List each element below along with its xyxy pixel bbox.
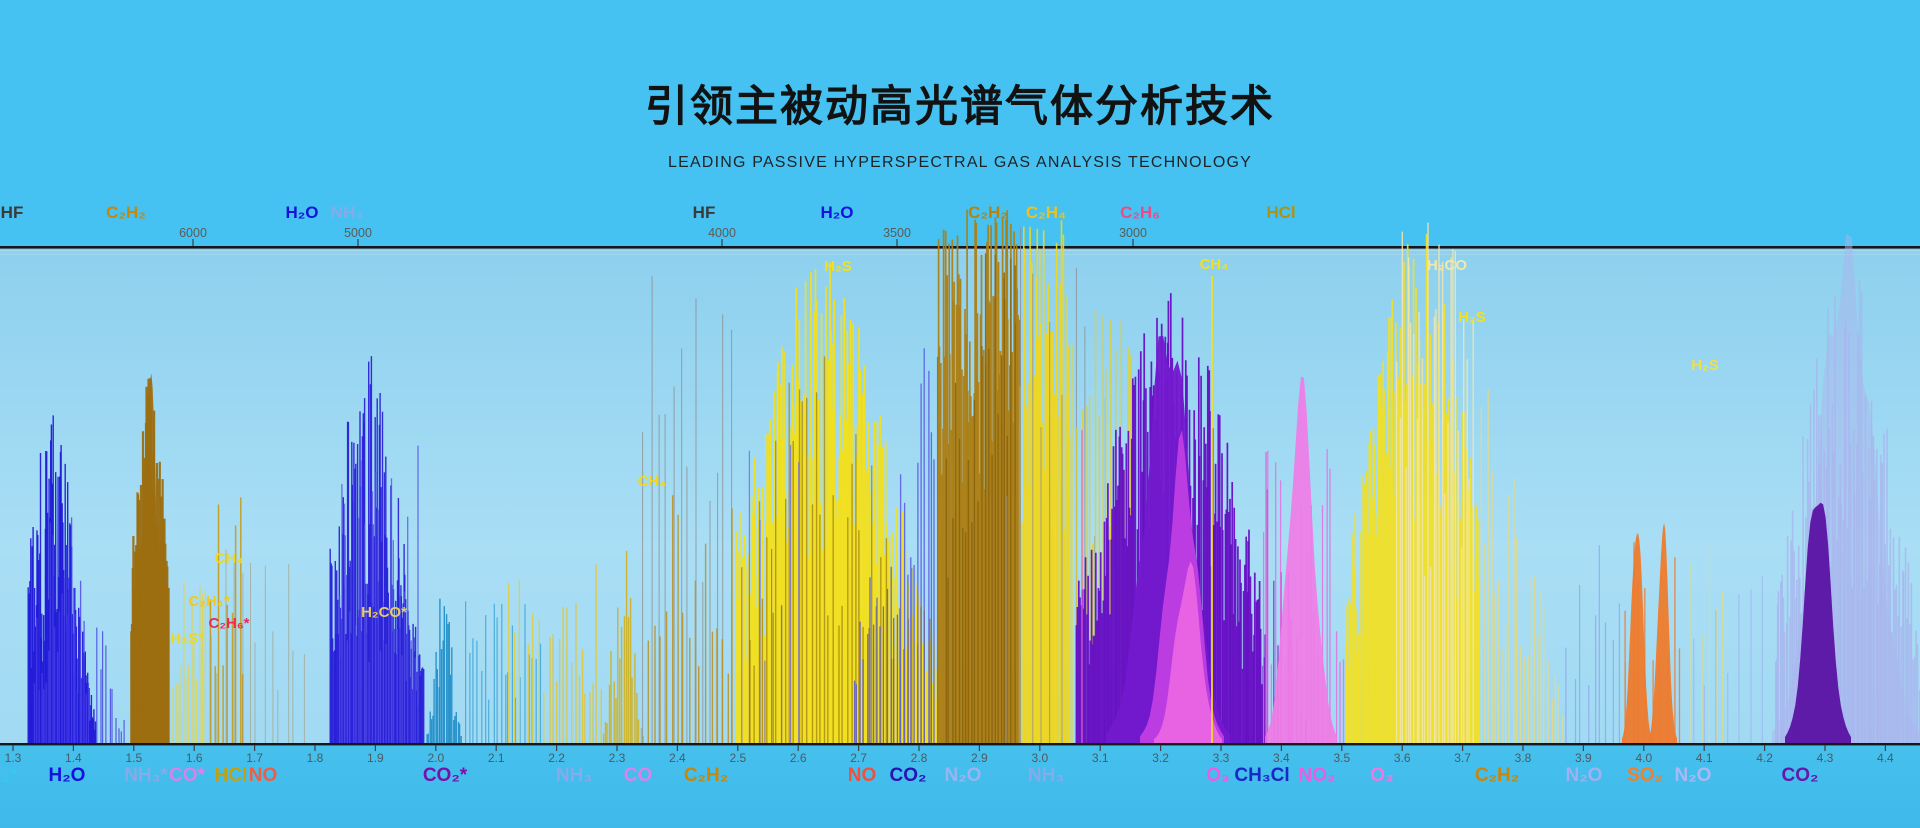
wavelength-tick-label: 2.5 xyxy=(729,751,747,765)
wavenumber-tick-label: 3000 xyxy=(1119,226,1147,240)
gas-label: SO₂ xyxy=(1627,765,1663,786)
gas-label: C₂H₂ xyxy=(1474,765,1520,786)
wavelength-tick-label: 1.3 xyxy=(4,751,22,765)
wavelength-tick-label: 2.9 xyxy=(971,751,988,765)
wavelength-tick-label: 2.4 xyxy=(669,751,686,765)
gas-label: C₂H₆ xyxy=(1120,203,1160,222)
gas-label: C₂H₆* xyxy=(208,615,250,632)
gas-label: N₂O xyxy=(1565,765,1603,786)
wavelength-tick-label: 2.7 xyxy=(850,751,867,765)
gas-label: HF xyxy=(0,203,24,222)
page-subtitle: LEADING PASSIVE HYPERSPECTRAL GAS ANALYS… xyxy=(667,154,1253,171)
gas-label: O₃ xyxy=(1206,765,1230,786)
gas-label: NO xyxy=(847,765,877,786)
header-band xyxy=(0,0,1920,248)
gas-label: HCl xyxy=(214,765,248,786)
gas-label: CH₄ xyxy=(637,473,667,490)
gas-label: C₂H₄ xyxy=(1025,203,1067,222)
gas-label: H₂CO* xyxy=(361,604,407,621)
gas-label: CO₂* xyxy=(422,765,468,786)
wavelength-tick-label: 4.4 xyxy=(1877,751,1894,765)
gas-label: C₂H₂ xyxy=(106,203,146,222)
wavelength-tick-label: 3.9 xyxy=(1575,751,1592,765)
footer-band xyxy=(0,743,1920,828)
wavelength-tick-label: 1.8 xyxy=(306,751,324,765)
gas-label: O₃ xyxy=(1370,765,1394,786)
wavelength-tick-label: 1.5 xyxy=(125,751,143,765)
gas-label: N₂O xyxy=(944,765,982,786)
wavelength-tick-label: 3.0 xyxy=(1031,751,1049,765)
gas-label: HF xyxy=(692,203,716,222)
wavenumber-tick-label: 6000 xyxy=(179,226,207,240)
gas-label: NH₃* xyxy=(124,765,168,786)
gas-label: H₂O xyxy=(48,765,86,786)
gas-label: H₂O xyxy=(820,203,854,222)
gas-label: CH₄ xyxy=(214,550,244,567)
page-title: 引领主被动高光谱气体分析技术 xyxy=(645,83,1275,131)
gas-label: C₂H₂ xyxy=(683,765,729,786)
wavelength-tick-label: 4.3 xyxy=(1816,751,1834,765)
gas-label: CO₂ xyxy=(1781,765,1819,786)
gas-label: N₂O xyxy=(1674,765,1712,786)
wavelength-tick-label: 4.1 xyxy=(1695,751,1713,765)
gas-label: CO xyxy=(623,765,653,786)
gas-label: C₂H₄* xyxy=(188,593,230,610)
gas-label: H₂S xyxy=(1691,357,1719,374)
wavenumber-tick-label: 5000 xyxy=(344,226,372,240)
wavelength-tick-label: 2.3 xyxy=(608,751,626,765)
gas-label: C₂H₂ xyxy=(968,203,1008,222)
gas-label: H₂S* xyxy=(170,630,204,647)
wavelength-tick-label: 4.2 xyxy=(1756,751,1773,765)
gas-label: CO* xyxy=(169,765,205,786)
gas-label: NO xyxy=(248,765,278,786)
wavelength-tick-label: 1.4 xyxy=(65,751,82,765)
wavelength-tick-label: 4.0 xyxy=(1635,751,1653,765)
gas-label: O₂* xyxy=(0,765,18,786)
wavelength-tick-label: 3.7 xyxy=(1454,751,1471,765)
gas-label: CH₄ xyxy=(1199,256,1229,273)
wavelength-tick-label: 3.6 xyxy=(1393,751,1411,765)
wavelength-tick-label: 3.5 xyxy=(1333,751,1351,765)
wavenumber-tick-label: 4000 xyxy=(708,226,736,240)
gas-label: NH₃ xyxy=(330,203,364,222)
gas-label: H₂S xyxy=(824,258,852,275)
gas-label: CO₂ xyxy=(889,765,927,786)
wavenumber-tick-label: 3500 xyxy=(883,226,911,240)
gas-label: H₂O xyxy=(285,203,319,222)
wavelength-tick-label: 1.7 xyxy=(246,751,263,765)
wavelength-tick-label: 1.6 xyxy=(185,751,203,765)
wavelength-tick-label: 2.2 xyxy=(548,751,565,765)
wavelength-tick-label: 1.9 xyxy=(367,751,384,765)
gas-label: NH₃ xyxy=(555,765,593,786)
gas-label: CH₃Cl xyxy=(1234,765,1290,786)
gas-label: NH₃ xyxy=(1027,765,1065,786)
wavelength-tick-label: 3.1 xyxy=(1091,751,1109,765)
gas-label: H₂CO xyxy=(1427,257,1467,274)
gas-label: H₂S xyxy=(1458,309,1486,326)
wavelength-tick-label: 3.4 xyxy=(1273,751,1290,765)
wavelength-tick-label: 2.0 xyxy=(427,751,445,765)
wavelength-tick-label: 2.8 xyxy=(910,751,928,765)
wavelength-tick-label: 3.2 xyxy=(1152,751,1169,765)
wavelength-tick-label: 3.8 xyxy=(1514,751,1532,765)
wavelength-tick-label: 2.1 xyxy=(487,751,505,765)
wavelength-tick-label: 3.3 xyxy=(1212,751,1230,765)
gas-label: HCl xyxy=(1266,203,1296,222)
wavelength-tick-label: 2.6 xyxy=(789,751,807,765)
gas-label: NO₂ xyxy=(1298,765,1336,786)
